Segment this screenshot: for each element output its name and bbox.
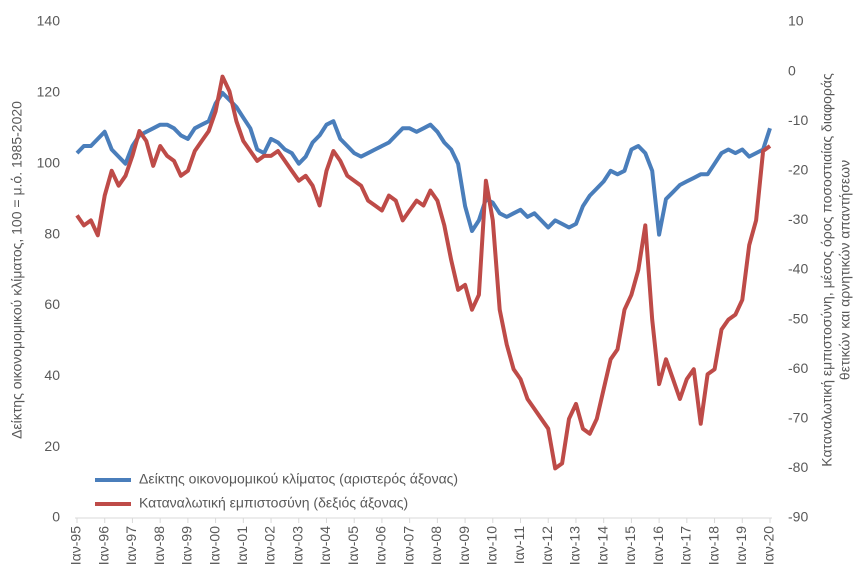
x-tick-label: Ιαν-08 (428, 526, 444, 565)
y2-axis-title: θετικών και αρνητικών απαντήσεων (837, 160, 853, 380)
x-tick-label: Ιαν-10 (484, 526, 500, 565)
y-tick-label: 60 (44, 296, 60, 312)
x-tick-label: Ιαν-09 (456, 526, 472, 565)
x-tick-label: Ιαν-13 (567, 526, 583, 565)
x-tick-label: Ιαν-95 (68, 526, 84, 565)
x-tick-label: Ιαν-05 (345, 526, 361, 565)
y-tick-label: 100 (37, 154, 61, 170)
y2-tick-label: -90 (788, 509, 808, 525)
x-tick-label: Ιαν-11 (511, 526, 527, 564)
x-tick-label: Ιαν-17 (678, 526, 694, 565)
x-tick-label: Ιαν-12 (539, 526, 555, 565)
x-tick-label: Ιαν-03 (289, 526, 305, 565)
y2-tick-label: -30 (788, 211, 808, 227)
x-tick-label: Ιαν-14 (594, 526, 610, 565)
y2-tick-label: -50 (788, 310, 808, 326)
y-tick-label: 80 (44, 225, 60, 241)
y-tick-label: 120 (37, 84, 61, 100)
x-tick-label: Ιαν-19 (733, 526, 749, 565)
x-tick-label: Ιαν-99 (179, 526, 195, 565)
y-tick-label: 0 (52, 509, 60, 525)
legend-label: Δείκτης οικονομομικού κλίματος (αριστερό… (139, 471, 458, 487)
x-tick-label: Ιαν-97 (123, 526, 139, 565)
x-tick-label: Ιαν-01 (234, 526, 250, 565)
x-tick-label: Ιαν-07 (400, 526, 416, 565)
x-tick-label: Ιαν-06 (373, 526, 389, 565)
x-tick-label: Ιαν-15 (622, 526, 638, 565)
y2-tick-label: -20 (788, 162, 808, 178)
y2-tick-label: -60 (788, 360, 808, 376)
x-tick-label: Ιαν-04 (317, 526, 333, 565)
y-tick-label: 20 (44, 438, 60, 454)
x-tick-label: Ιαν-18 (705, 526, 721, 565)
x-tick-label: Ιαν-20 (761, 526, 777, 565)
y2-tick-label: 10 (788, 13, 804, 29)
y-tick-label: 140 (37, 13, 61, 29)
x-tick-label: Ιαν-00 (206, 526, 222, 565)
y2-axis-title: Καταναλωτική εμπιστοσύνη, μέσος όρος ποσ… (819, 73, 835, 467)
y-tick-label: 40 (44, 367, 60, 383)
y2-tick-label: -10 (788, 112, 808, 128)
x-tick-label: Ιαν-98 (151, 526, 167, 565)
y2-tick-label: -70 (788, 410, 808, 426)
x-tick-label: Ιαν-02 (262, 526, 278, 565)
y2-tick-label: -40 (788, 261, 808, 277)
legend-label: Καταναλωτική εμπιστοσύνη (δεξιός άξονας) (139, 495, 408, 511)
series-line (75, 90, 772, 237)
x-tick-label: Ιαν-96 (95, 526, 111, 565)
y2-tick-label: 0 (788, 62, 796, 78)
x-tick-label: Ιαν-16 (650, 526, 666, 565)
series-line (75, 74, 772, 471)
y2-tick-label: -80 (788, 459, 808, 475)
y-axis-title: Δείκτης οικονομομικού κλίματος, 100 = μ.… (9, 101, 25, 439)
